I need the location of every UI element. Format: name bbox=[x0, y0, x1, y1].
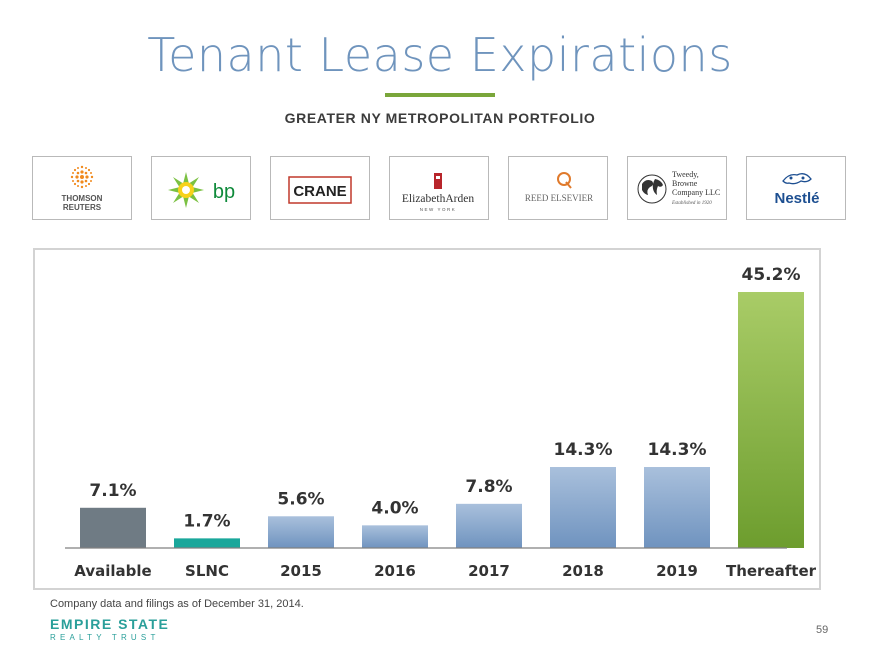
brand-subname: REALTY TRUST bbox=[50, 633, 160, 642]
thomson-reuters-line-1: THOMSON bbox=[62, 194, 103, 203]
lease-expiration-bar-chart: 7.1% Available 1.7% SLNC 5.6% 2015 4.0% 2016 7.8… bbox=[65, 265, 817, 580]
tweedy-browne-line-2: Browne bbox=[672, 179, 698, 188]
crane-logo-icon: CRANE bbox=[288, 176, 352, 204]
elizabeth-arden-sub: NEW YORK bbox=[420, 207, 456, 212]
tweedy-browne-line-3: Company LLC bbox=[672, 188, 720, 197]
logo-tweedy-browne: Tweedy, Browne Company LLC Established i… bbox=[627, 156, 727, 220]
page-number: 59 bbox=[816, 624, 829, 636]
category-label-2017: 2017 bbox=[468, 562, 510, 580]
bar-available bbox=[80, 507, 146, 548]
value-label-2016: 4.0% bbox=[371, 498, 418, 518]
title-underline bbox=[385, 93, 495, 97]
elizabeth-arden-wordmark: ElizabethArden bbox=[402, 193, 474, 205]
value-label-2018: 14.3% bbox=[554, 440, 613, 460]
footnote: Company data and filings as of December … bbox=[50, 598, 304, 610]
bp-helios-icon: bp bbox=[168, 172, 235, 208]
tweedy-browne-sub: Established in 1920 bbox=[671, 201, 712, 206]
reed-elsevier-logo-icon: REED ELSEVIER bbox=[525, 172, 593, 203]
bar-2016 bbox=[362, 525, 428, 548]
tweedy-browne-logo-icon: Tweedy, Browne Company LLC Established i… bbox=[637, 170, 720, 206]
logo-thomson-reuters: THOMSON REUTERS bbox=[32, 156, 132, 220]
logo-reed-elsevier: REED ELSEVIER bbox=[508, 156, 608, 220]
category-label-available: Available bbox=[74, 562, 151, 580]
logo-crane: CRANE bbox=[270, 156, 370, 220]
category-label-slnc: SLNC bbox=[185, 562, 229, 580]
value-label-slnc: 1.7% bbox=[183, 511, 230, 531]
category-label-thereafter: Thereafter bbox=[726, 562, 817, 580]
value-label-2015: 5.6% bbox=[277, 489, 324, 509]
thomson-reuters-logo-icon: THOMSON REUTERS bbox=[62, 165, 103, 212]
nestle-logo-icon: Nestlé bbox=[774, 173, 820, 207]
chart-panel: 7.1% Available 1.7% SLNC 5.6% 2015 4.0% 2016 7.8… bbox=[33, 248, 821, 590]
bar-2017 bbox=[456, 503, 522, 548]
thomson-reuters-line-2: REUTERS bbox=[63, 203, 102, 212]
value-label-2017: 7.8% bbox=[465, 477, 512, 497]
bar-2015 bbox=[268, 516, 334, 548]
value-label-available: 7.1% bbox=[89, 481, 136, 501]
category-label-2018: 2018 bbox=[562, 562, 604, 580]
page-title: Tenant Lease Expirations bbox=[147, 28, 733, 82]
logo-elizabeth-arden: ElizabethArden NEW YORK bbox=[389, 156, 489, 220]
value-label-2019: 14.3% bbox=[648, 440, 707, 460]
bar-slnc bbox=[174, 538, 240, 548]
category-label-2016: 2016 bbox=[374, 562, 416, 580]
brand-name: EMPIRE STATE bbox=[50, 616, 170, 632]
reed-elsevier-wordmark: REED ELSEVIER bbox=[525, 193, 593, 203]
logo-nestle: Nestlé bbox=[746, 156, 846, 220]
tweedy-browne-line-1: Tweedy, bbox=[672, 170, 699, 179]
nestle-wordmark: Nestlé bbox=[774, 190, 819, 207]
category-label-2019: 2019 bbox=[656, 562, 698, 580]
logo-bp: bp bbox=[151, 156, 251, 220]
page-subtitle: GREATER NY METROPOLITAN PORTFOLIO bbox=[284, 110, 596, 126]
bp-wordmark: bp bbox=[213, 181, 235, 203]
elizabeth-arden-logo-icon: ElizabethArden NEW YORK bbox=[402, 173, 474, 212]
bar-2019 bbox=[644, 467, 710, 548]
bar-2018 bbox=[550, 467, 616, 548]
bar-thereafter bbox=[738, 292, 804, 548]
crane-wordmark: CRANE bbox=[293, 183, 346, 200]
value-label-thereafter: 45.2% bbox=[742, 265, 801, 285]
category-label-2015: 2015 bbox=[280, 562, 322, 580]
